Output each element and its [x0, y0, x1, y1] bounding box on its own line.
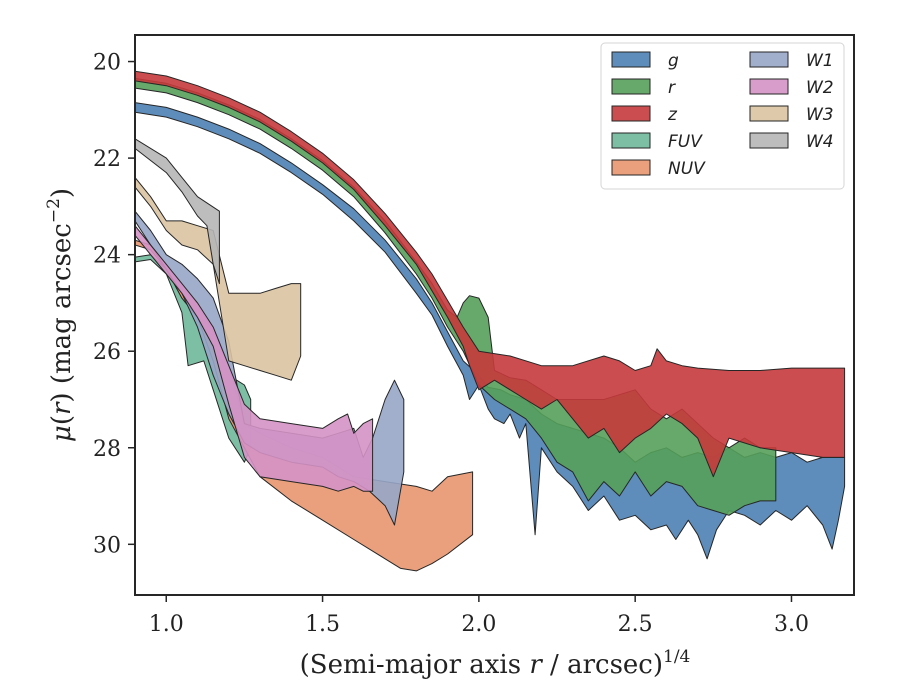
y-tick-label: 24 — [93, 244, 121, 269]
legend-label-fuv: FUV — [668, 132, 703, 152]
x-tick-label: 2.5 — [618, 612, 653, 637]
x-axis: 1.0 1.5 2.0 2.5 3.0 — [149, 595, 809, 637]
x-tick-label: 1.5 — [305, 612, 340, 637]
x-axis-label-exponent: 1/4 — [663, 647, 690, 667]
legend-swatch-z — [611, 105, 651, 122]
y-tick-label: 22 — [93, 147, 121, 172]
legend-swatch-w1 — [749, 51, 789, 68]
legend-swatch-nuv — [611, 159, 651, 176]
legend-swatch-g — [611, 51, 651, 68]
band-w4 — [135, 138, 220, 285]
legend-swatch-r — [611, 78, 651, 95]
y-tick-label: 28 — [93, 437, 121, 462]
y-axis-label-pre: ( — [47, 415, 77, 425]
x-axis-label: (Semi-major axis r / arcsec)1/4 — [300, 647, 691, 680]
x-tick-label: 2.0 — [461, 612, 496, 637]
legend: grz FUV NUV W1 W2 W3 W4 — [600, 42, 845, 190]
legend-swatch-w4 — [749, 132, 789, 149]
legend-label-r: r — [668, 78, 676, 98]
legend-label-w2: W2 — [806, 78, 834, 98]
y-axis-label-mu: μ — [47, 425, 77, 442]
y-axis: 20 22 24 26 28 30 — [93, 51, 135, 558]
y-tick-label: 30 — [93, 533, 121, 558]
legend-label-nuv: NUV — [668, 159, 706, 179]
x-axis-label-var: r — [529, 650, 543, 680]
x-tick-label: 3.0 — [774, 612, 809, 637]
legend-label-g: g — [668, 51, 679, 71]
legend-swatch-w3 — [749, 105, 789, 122]
band-z — [135, 70, 846, 478]
x-axis-label-pre: (Semi-major axis — [300, 650, 530, 680]
y-tick-label: 20 — [93, 51, 121, 76]
band-w2 — [135, 225, 374, 492]
y-axis-label-close: ) — [47, 188, 77, 198]
x-axis-label-post: / arcsec) — [542, 650, 663, 680]
legend-label-w3: W3 — [806, 105, 834, 125]
y-axis-label-exponent: −2 — [44, 198, 64, 223]
series-layer — [135, 70, 846, 572]
legend-label-w1: W1 — [806, 51, 834, 71]
legend-label-w4: W4 — [806, 132, 834, 152]
y-axis-label: μ(r) (mag arcsec−2) — [44, 188, 77, 442]
legend-label-z: z — [667, 105, 678, 125]
x-tick-label: 1.0 — [149, 612, 184, 637]
y-axis-label-var: r — [47, 401, 77, 415]
plot-frame — [134, 34, 855, 596]
legend-swatch-w2 — [749, 78, 789, 95]
y-tick-label: 26 — [93, 340, 121, 365]
y-axis-label-post: ) (mag arcsec — [47, 223, 77, 402]
legend-swatch-fuv — [611, 132, 651, 149]
